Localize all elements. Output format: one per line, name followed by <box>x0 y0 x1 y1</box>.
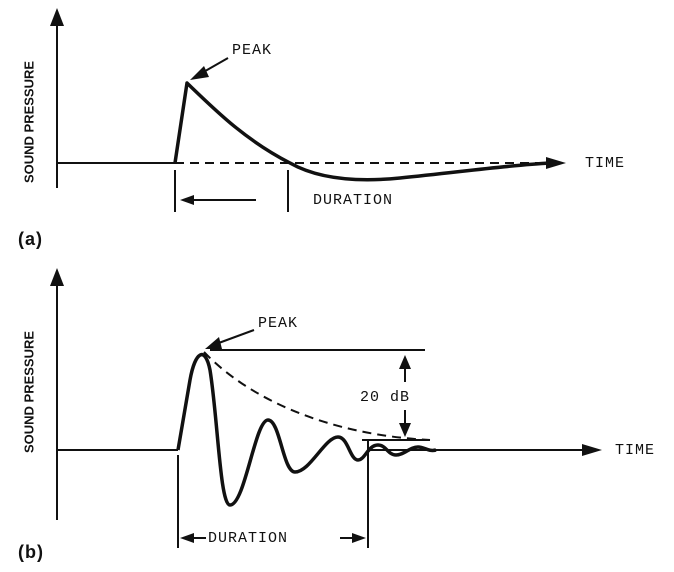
arrowhead <box>190 66 209 80</box>
pressure-curve <box>173 81 551 182</box>
arrowhead <box>205 337 222 349</box>
y-axis-label: SOUND PRESSURE <box>21 331 36 453</box>
time-label: TIME <box>585 155 625 172</box>
arrowhead <box>399 355 411 369</box>
peak-arrow <box>215 329 255 345</box>
arrowhead <box>50 8 64 26</box>
duration-label: DURATION <box>313 192 393 209</box>
peak-label: PEAK <box>258 315 298 332</box>
arrowhead <box>546 157 566 169</box>
arrowhead <box>352 533 366 543</box>
arrowhead <box>180 195 194 205</box>
arrowhead <box>399 423 411 437</box>
pressure-curve <box>176 352 437 507</box>
panel-b: 20 dB PEAK DURATION TIME SOUND PRESSURE … <box>18 268 655 562</box>
duration-label: DURATION <box>208 530 288 547</box>
arrowhead <box>180 533 194 543</box>
envelope <box>203 351 431 441</box>
arrowhead <box>50 268 64 286</box>
y-axis-label: SOUND PRESSURE <box>21 61 36 183</box>
panel-label: (a) <box>18 229 43 249</box>
time-label: TIME <box>615 442 655 459</box>
panel-a: SOUND PRESSURE PEAK DURATION TIME (a) <box>18 8 625 249</box>
arrowhead <box>582 444 602 456</box>
panel-label: (b) <box>18 542 44 562</box>
peak-label: PEAK <box>232 42 272 59</box>
level-label: 20 dB <box>360 389 410 406</box>
